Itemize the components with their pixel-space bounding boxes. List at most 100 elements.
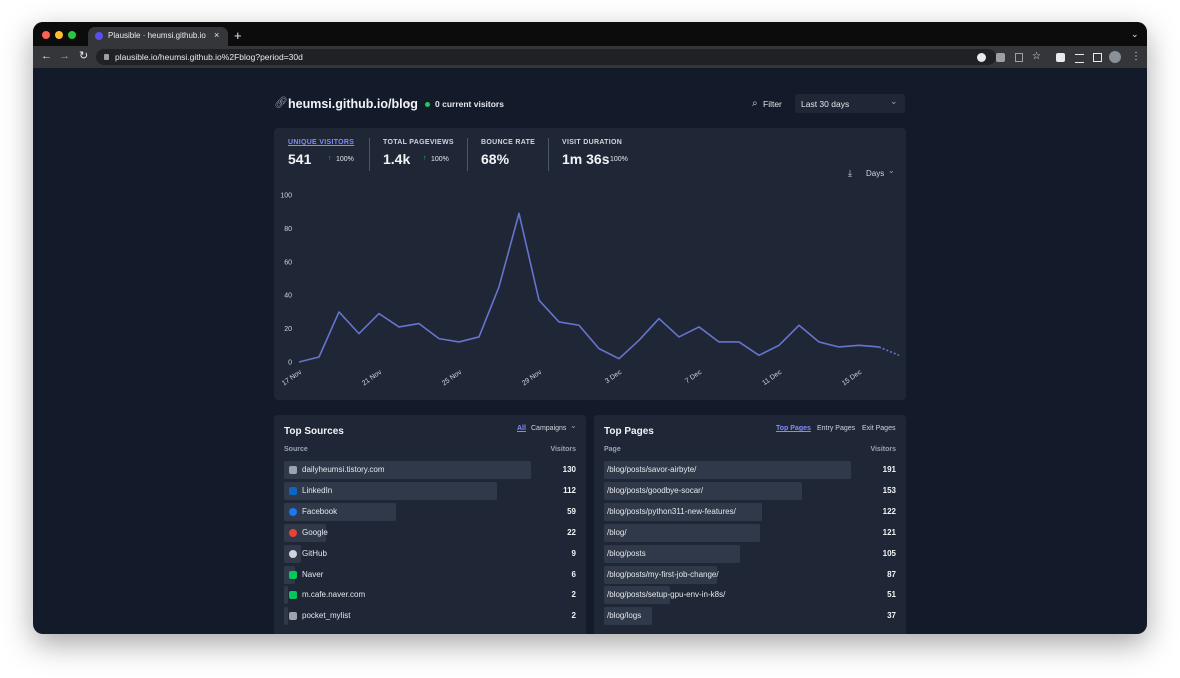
current-visitors[interactable]: 0 current visitors (435, 99, 504, 109)
y-tick-label: 80 (284, 226, 292, 233)
row-label[interactable]: /blog/posts/goodbye-socar/ (607, 485, 704, 495)
row-label[interactable]: /blog/posts/setup-gpu-env-in-k8s/ (607, 590, 726, 600)
row-label[interactable]: GitHub (302, 548, 327, 558)
tab-link[interactable]: Top Pages (776, 425, 811, 432)
row-value: 121 (882, 527, 896, 537)
stat-change: 100% (610, 156, 628, 163)
stat-label[interactable]: VISIT DURATION (562, 139, 623, 146)
profile-icon[interactable] (1109, 51, 1121, 63)
row-label[interactable]: Naver (302, 569, 324, 579)
y-tick-label: 60 (284, 259, 292, 266)
period-chevron: ⌄ (890, 96, 898, 106)
row-value: 191 (882, 465, 896, 474)
download-icon[interactable]: ⤓ (848, 168, 852, 178)
stat-divider (467, 138, 468, 171)
new-tab[interactable]: + (234, 28, 242, 43)
live-dot (425, 102, 430, 107)
menu-icon[interactable]: ⋮ (1131, 51, 1141, 62)
share-icon[interactable] (1015, 53, 1023, 62)
reload-button[interactable]: ↻ (79, 50, 89, 62)
card-title: Top Pages (604, 426, 654, 437)
row-label[interactable]: m.cafe.naver.com (302, 590, 366, 600)
x-tick-label: 21 Nov (361, 369, 384, 388)
stat-label[interactable]: UNIQUE VISITORS (288, 139, 355, 146)
interval-chevron: ⌄ (888, 166, 895, 175)
site-chevron[interactable]: ⌄ (404, 97, 413, 108)
stat-change: 100% (336, 156, 354, 163)
tab-link[interactable]: All (517, 425, 526, 432)
link-icon: 🔗︎ (274, 97, 288, 109)
source-icon (289, 612, 297, 621)
stat-label[interactable]: BOUNCE RATE (481, 139, 536, 146)
row-bar (604, 502, 762, 521)
source-icon (289, 528, 297, 537)
row-value: 2 (571, 611, 576, 621)
row-label[interactable]: dailyheumsi.tistory.com (302, 465, 385, 474)
interval-picker[interactable]: Days (866, 169, 885, 178)
site-name[interactable]: heumsi.github.io/blog (288, 97, 418, 111)
x-tick-label: 3 Dec (604, 369, 623, 386)
x-tick-label: 7 Dec (684, 369, 703, 386)
tab-link[interactable]: Exit Pages (862, 425, 896, 432)
card-title: Top Sources (284, 426, 344, 437)
tab-title: Plausible · heumsi.github.io/bl (108, 32, 206, 40)
source-icon (289, 486, 297, 495)
row-bar (284, 523, 326, 542)
zoom-dot[interactable] (68, 31, 76, 39)
row-label[interactable]: /blog/posts/python311-new-features/ (607, 506, 736, 516)
tab-close[interactable]: × (214, 30, 220, 40)
row-label[interactable]: /blog/ (607, 527, 627, 537)
top-sources-card: Top Sources All Campaigns ⌄ Source Visitors da… (274, 415, 586, 634)
lock-icon (104, 54, 109, 60)
row-bar (284, 502, 397, 521)
row-bar (284, 461, 531, 479)
reading-list-icon[interactable] (1075, 54, 1084, 63)
visitors-line (298, 212, 900, 363)
row-value: 122 (882, 506, 896, 516)
filter-button[interactable]: Filter (763, 99, 782, 109)
row-label[interactable]: /blog/logs (607, 611, 642, 621)
row-label[interactable]: /blog/posts/my-first-job-change/ (607, 569, 719, 579)
extensions-icon[interactable] (1056, 53, 1065, 62)
row-label[interactable]: pocket_mylist (302, 611, 351, 621)
side-panel-icon[interactable] (1093, 53, 1102, 62)
close-dot[interactable] (42, 31, 50, 39)
tab-menu[interactable]: ⌄ (1131, 29, 1139, 39)
tab[interactable] (88, 27, 228, 46)
row-label[interactable]: /blog/posts/savor-airbyte/ (607, 465, 697, 474)
tab-link[interactable]: Campaigns (531, 425, 567, 432)
row-value: 6 (571, 569, 576, 579)
stat-value: 1m 36s (562, 151, 610, 167)
row-bar (604, 607, 652, 626)
row-value: 2 (571, 590, 576, 600)
extension-icon[interactable] (977, 53, 986, 62)
browser-window: Plausible · heumsi.github.io/bl × + ⌄ ← … (33, 22, 1147, 634)
row-value: 9 (571, 548, 576, 558)
row-value: 112 (563, 485, 576, 495)
stat-label[interactable]: TOTAL PAGEVIEWS (383, 139, 454, 146)
minimize-dot[interactable] (55, 31, 63, 39)
bookmark-icon[interactable]: ☆ (1032, 51, 1041, 62)
forward-button[interactable]: → (59, 50, 70, 62)
source-icon (289, 549, 297, 558)
top-pages-card: Top Pages Top Pages Entry Pages Exit Pages P… (594, 415, 906, 634)
back-button[interactable]: ← (41, 50, 52, 62)
translate-icon[interactable] (996, 53, 1005, 62)
tab-link[interactable]: Entry Pages (817, 425, 856, 432)
row-label[interactable]: LinkedIn (302, 485, 333, 495)
row-label[interactable]: /blog/posts (607, 548, 646, 558)
source-icon (289, 570, 297, 579)
change-arrow: ↑ (602, 155, 606, 162)
column-header: Page (604, 446, 621, 453)
url-field[interactable] (96, 49, 996, 65)
change-arrow: ↑ (328, 155, 332, 162)
row-value: 22 (567, 527, 576, 537)
x-tick-label: 25 Nov (441, 369, 464, 388)
row-label[interactable]: Facebook (302, 506, 338, 516)
x-tick-label: 15 Dec (841, 369, 864, 388)
y-tick-label: 20 (284, 326, 292, 333)
period-picker[interactable] (795, 94, 905, 113)
row-value: 51 (887, 590, 896, 600)
row-label[interactable]: Google (302, 527, 328, 537)
filter-icon[interactable]: ⌕ (752, 98, 758, 109)
